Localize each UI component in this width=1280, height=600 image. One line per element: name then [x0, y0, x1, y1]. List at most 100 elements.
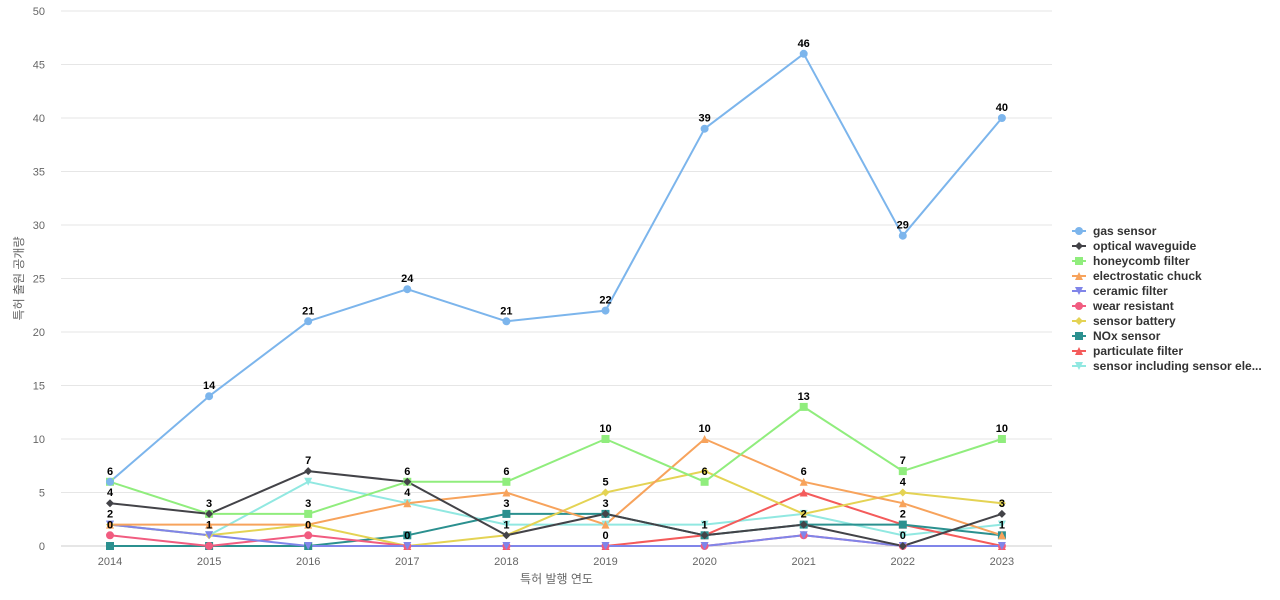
data-label-wear-resistant: 0: [305, 519, 311, 531]
point-sensor-including-sensor-element-2016: [304, 477, 313, 486]
legend-item-nox-sensor[interactable]: NOx sensor: [1072, 329, 1161, 343]
data-label-wear-resistant: 0: [107, 519, 113, 531]
legend-item-ceramic-filter[interactable]: ceramic filter: [1072, 284, 1168, 298]
x-tick-label: 2019: [593, 556, 617, 568]
data-label-electrostatic-chuck: 10: [698, 423, 710, 435]
point-electrostatic-chuck-2015: [205, 520, 214, 529]
legend-label: electrostatic chuck: [1093, 269, 1202, 283]
x-tick-label: 2016: [296, 556, 320, 568]
legend-item-gas-sensor[interactable]: gas sensor: [1072, 224, 1157, 238]
point-sensor-including-sensor-element-2018: [502, 520, 511, 529]
point-gas-sensor-2017: [403, 285, 412, 294]
data-label-honeycomb-filter: 7: [900, 455, 906, 467]
point-nox-sensor-2022: [898, 520, 907, 529]
legend-symbol: [1075, 257, 1083, 265]
point-gas-sensor-2020: [700, 124, 709, 133]
point-electrostatic-chuck-2021: [799, 477, 808, 486]
series-lines: [109, 52, 1003, 547]
x-tick-label: 2023: [990, 556, 1014, 568]
point-nox-sensor-2018: [502, 509, 511, 518]
legend-label: sensor including sensor ele...: [1093, 359, 1262, 373]
axes: 특허 발행 연도 특허 출원 공개량 051015202530354045502…: [12, 6, 1014, 586]
series-line-wear-resistant: [109, 534, 1003, 547]
point-ceramic-filter-2021: [799, 531, 808, 540]
data-label-electrostatic-chuck: 2: [107, 509, 113, 521]
point-ceramic-filter-2017: [403, 542, 412, 550]
data-label-gas-sensor: 40: [996, 102, 1008, 114]
x-tick-label: 2017: [395, 556, 419, 568]
data-label-optical-waveguide: 1: [702, 519, 708, 531]
data-label-sensor-battery: 5: [602, 477, 608, 489]
point-sensor-including-sensor-element-2020: [700, 520, 709, 529]
y-tick-label: 25: [33, 274, 45, 286]
data-label-optical-waveguide: 0: [900, 530, 906, 542]
point-optical-waveguide-2020: [700, 531, 709, 540]
point-gas-sensor-2022: [898, 231, 907, 240]
point-sensor-battery-2019: [601, 488, 610, 497]
data-label-honeycomb-filter: 3: [305, 498, 311, 510]
point-ceramic-filter-2023: [997, 542, 1006, 550]
point-honeycomb-filter-2021: [799, 402, 808, 411]
data-label-optical-waveguide: 1: [503, 519, 509, 531]
x-axis-title: 특허 발행 연도: [520, 571, 593, 586]
point-gas-sensor-2018: [502, 317, 511, 326]
data-label-electrostatic-chuck: 4: [404, 487, 411, 499]
legend-item-sensor-including-sensor-element[interactable]: sensor including sensor ele...: [1072, 359, 1262, 373]
legend-item-sensor-battery[interactable]: sensor battery: [1072, 314, 1176, 328]
data-label-optical-waveguide: 3: [999, 498, 1005, 510]
y-tick-label: 0: [39, 541, 45, 553]
legend-label: particulate filter: [1093, 344, 1183, 358]
data-label-optical-waveguide: 4: [107, 487, 114, 499]
y-tick-label: 10: [33, 434, 45, 446]
legend-item-honeycomb-filter[interactable]: honeycomb filter: [1072, 254, 1190, 268]
legend-symbol: [1075, 362, 1083, 370]
data-label-honeycomb-filter: 6: [404, 466, 410, 478]
series-line-ceramic-filter: [109, 523, 1003, 547]
point-gas-sensor-2019: [601, 306, 610, 315]
data-label-optical-waveguide: 7: [305, 455, 311, 467]
y-tick-label: 45: [33, 60, 45, 72]
y-tick-label: 5: [39, 488, 45, 500]
legend-symbol: [1075, 332, 1083, 340]
data-label-wear-resistant: 0: [602, 530, 608, 542]
point-gas-sensor-2015: [205, 392, 214, 401]
point-optical-waveguide-2023: [997, 509, 1006, 518]
legend-item-wear-resistant[interactable]: wear resistant: [1072, 299, 1174, 313]
point-ceramic-filter-2020: [700, 542, 709, 550]
series-line-honeycomb-filter: [109, 405, 1003, 515]
y-tick-label: 50: [33, 6, 45, 18]
data-label-gas-sensor: 24: [401, 273, 414, 285]
point-wear-resistant-2014: [106, 531, 114, 540]
point-wear-resistant-2015: [205, 542, 214, 550]
series-line-electrostatic-chuck: [109, 438, 1003, 537]
data-label-honeycomb-filter: 3: [206, 498, 212, 510]
point-gas-sensor-2023: [997, 114, 1006, 122]
data-label-gas-sensor: 46: [798, 38, 810, 50]
series-markers: [106, 49, 1006, 550]
point-honeycomb-filter-2022: [898, 467, 907, 476]
point-electrostatic-chuck-2014: [106, 520, 114, 529]
legend-item-electrostatic-chuck[interactable]: electrostatic chuck: [1072, 269, 1202, 283]
x-tick-label: 2020: [692, 556, 716, 568]
legend-item-particulate-filter[interactable]: particulate filter: [1072, 344, 1183, 358]
point-optical-waveguide-2018: [502, 531, 511, 540]
point-electrostatic-chuck-2016: [304, 520, 313, 529]
point-honeycomb-filter-2023: [997, 435, 1006, 443]
legend-symbol: [1075, 272, 1083, 280]
legend-label: optical waveguide: [1093, 239, 1197, 253]
legend-symbol: [1075, 302, 1083, 310]
point-particulate-filter-2021: [799, 488, 808, 497]
y-tick-label: 20: [33, 327, 45, 339]
series-line-nox-sensor: [109, 512, 1003, 547]
data-label-nox-sensor: 3: [602, 498, 608, 510]
data-label-electrostatic-chuck: 6: [801, 466, 807, 478]
point-honeycomb-filter-2020: [700, 477, 709, 486]
x-tick-label: 2022: [891, 556, 915, 568]
y-tick-label: 30: [33, 220, 45, 232]
series-line-gas-sensor: [109, 52, 1003, 483]
x-tick-label: 2015: [197, 556, 221, 568]
legend-item-optical-waveguide[interactable]: optical waveguide: [1072, 239, 1197, 253]
x-tick-label: 2021: [791, 556, 815, 568]
